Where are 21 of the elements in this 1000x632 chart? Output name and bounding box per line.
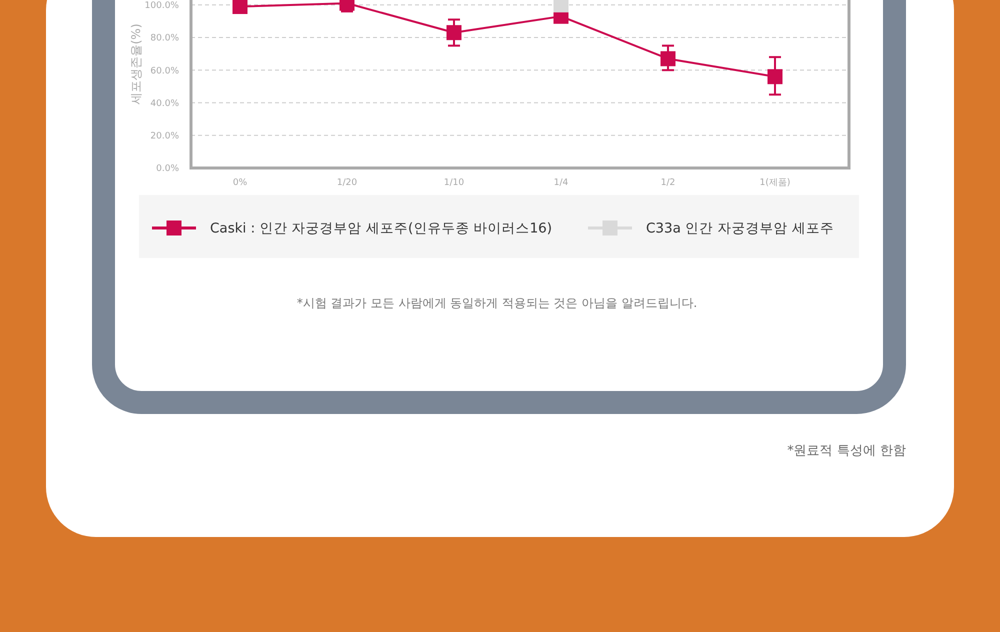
text: *원료적 특성에 한함 [787,444,906,459]
y-tick-label: 0.0% [156,164,180,174]
legend-label: C33a 인간 자궁경부암 세포주 [646,220,834,237]
point [660,51,676,66]
point [768,69,782,84]
x-tick-label: 1/2 [660,178,676,188]
y-tick-label: 80.0% [150,34,180,44]
y-tick-label: 100.0% [144,1,180,12]
x-tick-label: 1/10 [444,178,464,188]
y-tick-label: 60.0% [150,66,180,76]
y-axis-title: 세포생존율(%) [129,24,143,104]
point [446,25,462,40]
y-tick-label: 40.0% [150,98,180,109]
x-tick-label: 0% [232,178,248,188]
legend-label: Caski : 인간 자궁경부암 세포주(인유두종 바이러스16) [210,220,552,237]
x-tick-label: 1/4 [554,178,569,188]
x-tick-label: 1(제품) [760,178,790,188]
text: *시험 결과가 모든 사람에게 동일하게 적용되는 것은 아님을 알려드립니다. [296,296,698,310]
point [232,0,248,14]
y-tick-label: 20.0% [150,132,180,142]
x-tick-label: 1/20 [336,178,358,188]
